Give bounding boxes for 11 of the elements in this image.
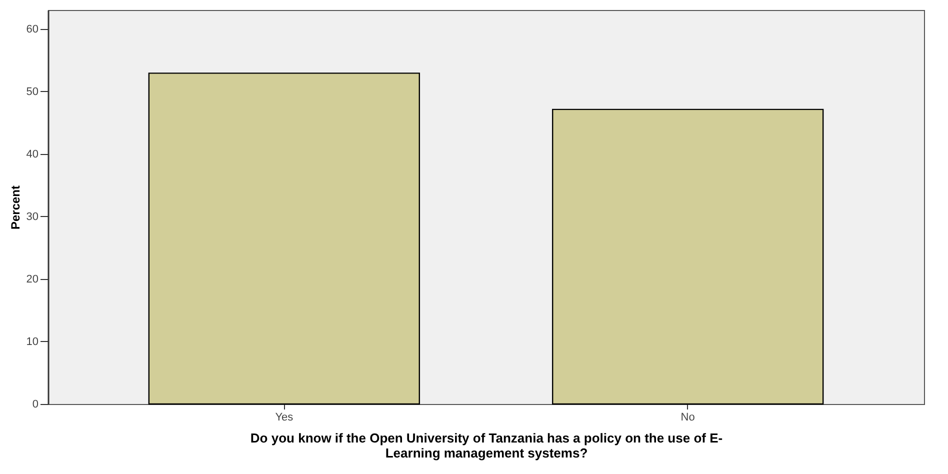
y-tick-label: 50 [26, 86, 38, 98]
y-tick-label: 10 [26, 336, 38, 348]
x-tick-label: Yes [275, 412, 294, 424]
x-axis-title: Do you know if the Open University of Tanzania has a policy on the use of E-Learning management systems? [250, 430, 723, 460]
x-tick-label: No [680, 412, 695, 424]
y-tick-label: 30 [26, 210, 38, 223]
y-axis-title: Percent [8, 185, 22, 230]
y-tick-label: 20 [26, 273, 38, 286]
y-tick-label: 60 [26, 23, 38, 36]
y-tick-label: 40 [26, 148, 38, 160]
y-tick-label: 0 [32, 398, 38, 410]
